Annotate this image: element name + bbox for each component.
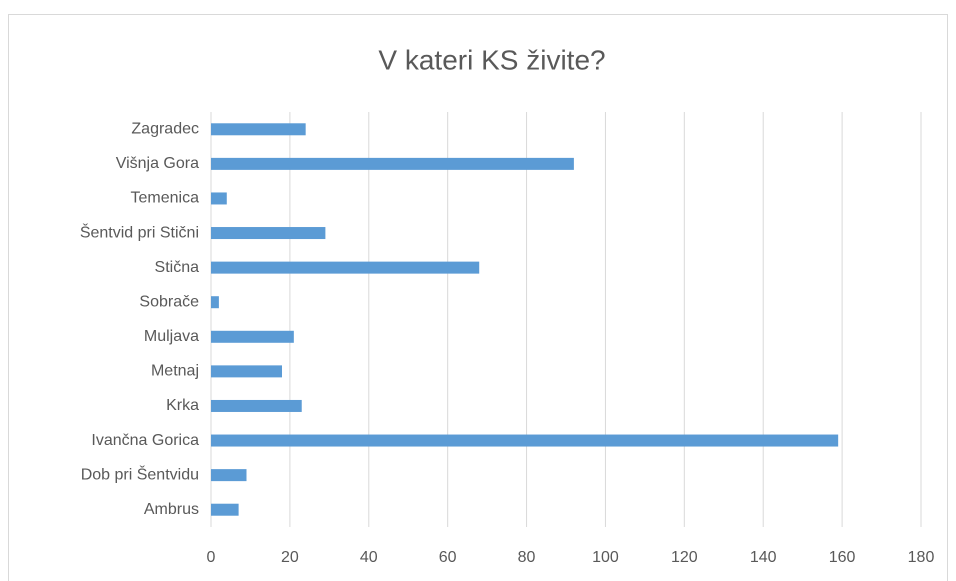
bar bbox=[211, 261, 480, 274]
bar bbox=[211, 296, 219, 309]
y-tick-label: Metnaj bbox=[151, 363, 199, 380]
chart-border bbox=[8, 14, 948, 581]
y-tick-label: Višnja Gora bbox=[116, 155, 199, 172]
y-tick-label: Zagradec bbox=[131, 121, 199, 138]
y-tick-label: Šentvid pri Stični bbox=[80, 222, 199, 241]
x-tick-label: 120 bbox=[671, 549, 698, 566]
bar bbox=[211, 330, 294, 343]
y-tick-label: Stična bbox=[155, 259, 200, 276]
y-tick-label: Dob pri Šentvidu bbox=[81, 464, 199, 483]
bar bbox=[211, 123, 306, 136]
x-tick-label: 160 bbox=[829, 549, 856, 566]
x-tick-label: 0 bbox=[207, 549, 216, 566]
bar bbox=[211, 503, 239, 516]
bar bbox=[211, 399, 302, 412]
x-tick-label: 40 bbox=[360, 549, 378, 566]
y-tick-label: Muljava bbox=[144, 328, 199, 345]
bar bbox=[211, 434, 839, 447]
x-tick-label: 80 bbox=[518, 549, 536, 566]
x-tick-label: 180 bbox=[908, 549, 935, 566]
x-tick-label: 140 bbox=[750, 549, 777, 566]
bar bbox=[211, 227, 326, 240]
bar bbox=[211, 365, 282, 378]
y-tick-label: Ambrus bbox=[144, 501, 199, 518]
bar bbox=[211, 192, 227, 205]
y-tick-label: Ivančna Gorica bbox=[91, 432, 199, 449]
chart-title: V kateri KS živite? bbox=[378, 44, 605, 75]
x-tick-label: 20 bbox=[281, 549, 299, 566]
y-tick-label: Temenica bbox=[131, 190, 200, 207]
y-tick-label: Sobrače bbox=[139, 293, 199, 310]
x-tick-label: 60 bbox=[439, 549, 457, 566]
bar bbox=[211, 157, 574, 170]
x-tick-label: 100 bbox=[592, 549, 619, 566]
bar bbox=[211, 469, 247, 482]
y-tick-label: Krka bbox=[166, 397, 199, 414]
